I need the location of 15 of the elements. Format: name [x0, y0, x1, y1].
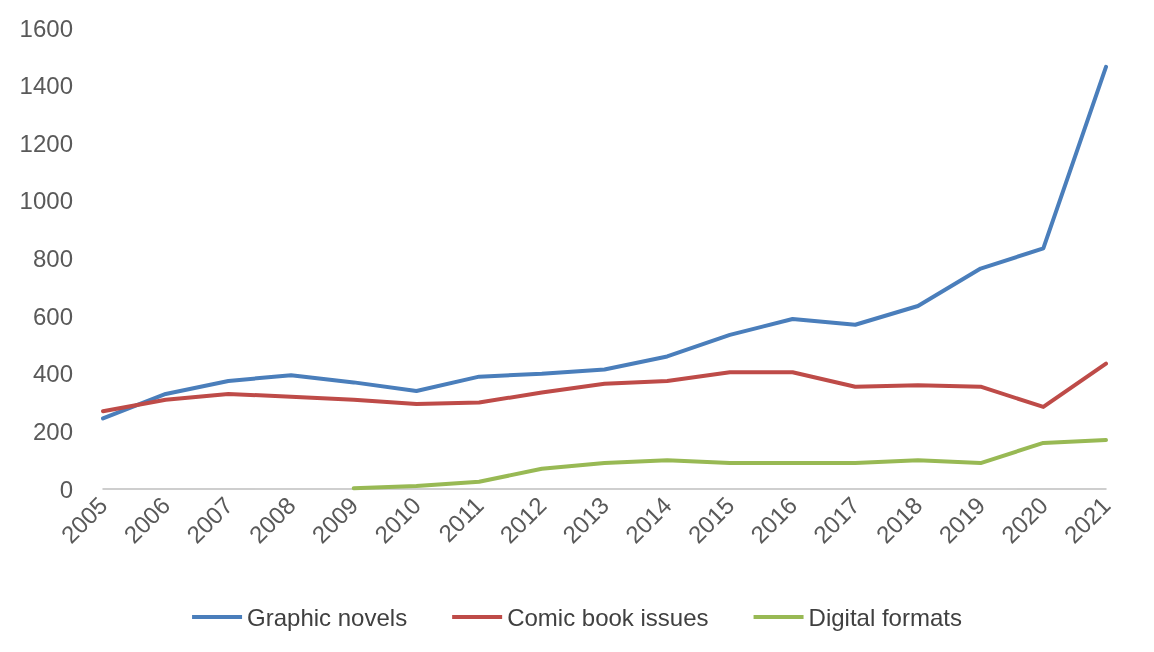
- y-tick-label: 400: [32, 360, 73, 388]
- line-series: [101, 361, 1108, 414]
- y-tick-label: 1000: [19, 187, 73, 215]
- y-tick-label: 1600: [19, 14, 73, 42]
- y-tick-label: 1200: [19, 129, 73, 157]
- y-tick-label: 0: [59, 475, 73, 503]
- y-tick-label: 1400: [19, 72, 73, 100]
- legend-label: Comic book issues: [507, 603, 709, 631]
- legend-label: Digital formats: [808, 603, 962, 631]
- y-tick-label: 600: [32, 302, 73, 330]
- legend-label: Graphic novels: [247, 603, 408, 631]
- y-tick-label: 800: [32, 245, 73, 272]
- y-tick-label: 200: [32, 417, 73, 445]
- line-series: [101, 64, 1108, 421]
- line-series: [351, 438, 1108, 491]
